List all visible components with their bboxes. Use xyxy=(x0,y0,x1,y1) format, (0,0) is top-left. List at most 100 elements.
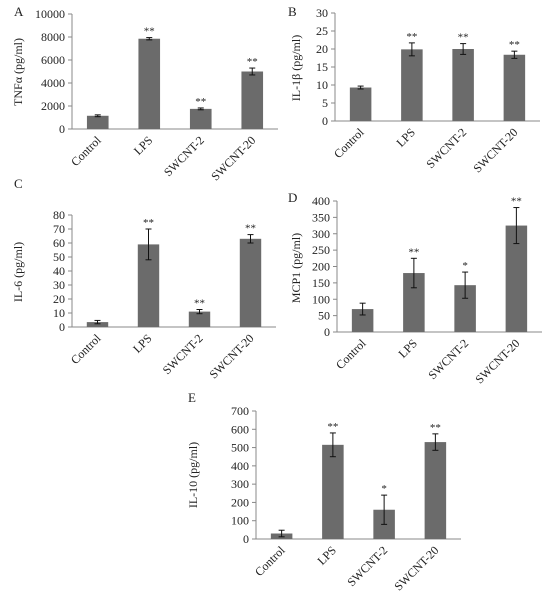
bar-lps xyxy=(137,244,160,327)
y-tick-label: 60 xyxy=(53,236,65,250)
panel-letter: B xyxy=(288,4,297,19)
significance-marker: ** xyxy=(430,422,441,434)
y-tick-label: 300 xyxy=(231,477,249,491)
y-axis-label: IL-1β (pg/ml) xyxy=(289,35,303,101)
bar-swcnt-20 xyxy=(239,238,262,327)
panel-letter: A xyxy=(14,4,24,19)
x-tick-label: Control xyxy=(68,331,104,367)
significance-marker: ** xyxy=(144,26,155,38)
bar-control xyxy=(349,87,372,121)
significance-marker: ** xyxy=(509,39,520,51)
chart-panel-a: A 0 2000 4000 6000 8000 10000 TNFα (pg/ml) Contr… xyxy=(11,4,278,183)
bar-swcnt-20 xyxy=(503,54,526,122)
x-tick-label: SWCNT-2 xyxy=(160,331,206,377)
bar-swcnt-20 xyxy=(505,225,528,332)
y-tick-label: 10000 xyxy=(35,7,65,21)
x-tick-label: SWCNT-20 xyxy=(472,336,522,386)
y-axis-label: TNFα (pg/ml) xyxy=(11,38,25,106)
significance-marker: ** xyxy=(247,56,258,68)
y-tick-label: 350 xyxy=(312,210,330,224)
significance-marker: * xyxy=(462,260,468,272)
y-tick-label: 80 xyxy=(53,208,65,222)
y-tick-label: 100 xyxy=(312,292,330,306)
significance-marker: ** xyxy=(511,196,522,208)
y-axis-label: MCP1 (pg/ml) xyxy=(289,233,303,303)
y-axis-label: IL-6 (pg/ml) xyxy=(11,242,25,302)
y-tick-label: 0 xyxy=(243,532,249,546)
bar-control xyxy=(351,309,374,332)
bar-swcnt-2 xyxy=(454,285,476,332)
x-tick-label: Control xyxy=(331,125,367,161)
y-tick-label: 600 xyxy=(231,422,249,436)
x-tick-label: Control xyxy=(252,543,288,579)
x-tick-label: SWCNT-2 xyxy=(425,336,471,382)
bar-lps xyxy=(403,273,425,332)
x-tick-label: LPS xyxy=(314,543,339,568)
significance-marker: * xyxy=(381,483,387,495)
y-tick-label: 700 xyxy=(231,404,249,418)
x-tick-label: LPS xyxy=(395,336,420,361)
bar-control xyxy=(86,322,109,327)
y-tick-label: 300 xyxy=(312,227,330,241)
x-tick-label: SWCNT-2 xyxy=(344,543,390,589)
y-tick-label: 100 xyxy=(231,514,249,528)
y-tick-label: 50 xyxy=(53,250,65,264)
y-tick-label: 20 xyxy=(316,42,328,56)
significance-marker: ** xyxy=(406,31,417,43)
significance-marker: ** xyxy=(245,223,256,235)
x-tick-label: LPS xyxy=(393,125,418,150)
x-tick-label: Control xyxy=(333,336,369,372)
bar-swcnt-20 xyxy=(424,442,447,539)
bar-swcnt-2 xyxy=(188,311,211,327)
bar-lps xyxy=(401,49,423,121)
panel-letter: D xyxy=(288,190,297,205)
y-tick-label: 6000 xyxy=(41,53,65,67)
chart-panel-b: B 0 5 10 15 20 25 30 IL-1β (pg/ml) Control ** LPS **… xyxy=(288,4,540,175)
panel-letter: E xyxy=(188,390,196,405)
y-tick-label: 0 xyxy=(59,122,65,136)
y-tick-label: 40 xyxy=(53,264,65,278)
significance-marker: ** xyxy=(195,96,206,108)
bar-swcnt-20 xyxy=(241,71,264,129)
y-tick-label: 5 xyxy=(322,96,328,110)
x-tick-label: SWCNT-2 xyxy=(161,133,207,179)
significance-marker: ** xyxy=(458,32,469,44)
y-tick-label: 10 xyxy=(316,78,328,92)
y-tick-label: 400 xyxy=(312,194,330,208)
chart-panel-d: D 0 50 100 150 200 250 300 350 400 MCP1 (pg/ml) Con… xyxy=(288,190,542,386)
y-tick-label: 0 xyxy=(59,320,65,334)
y-tick-label: 30 xyxy=(316,6,328,20)
y-tick-label: 150 xyxy=(312,276,330,290)
y-tick-label: 10 xyxy=(53,306,65,320)
significance-marker: ** xyxy=(143,217,154,229)
x-tick-label: LPS xyxy=(130,331,155,356)
y-tick-label: 4000 xyxy=(41,76,65,90)
x-tick-label: SWCNT-2 xyxy=(423,125,469,171)
x-tick-label: SWCNT-20 xyxy=(391,543,441,593)
y-tick-label: 50 xyxy=(318,309,330,323)
y-tick-label: 200 xyxy=(231,495,249,509)
chart-panel-e: E 0 100 200 300 400 500 600 700 IL-10 (pg/ml) Cont… xyxy=(186,390,461,593)
x-tick-label: Control xyxy=(68,133,104,169)
x-tick-label: SWCNT-20 xyxy=(206,331,256,381)
y-tick-label: 0 xyxy=(324,325,330,339)
x-tick-label: SWCNT-20 xyxy=(208,133,258,183)
bar-control xyxy=(86,115,109,129)
y-axis-label: IL-10 (pg/ml) xyxy=(186,442,200,508)
panel-letter: C xyxy=(14,176,23,191)
y-tick-label: 20 xyxy=(53,292,65,306)
x-tick-label: SWCNT-20 xyxy=(470,125,520,175)
y-tick-label: 250 xyxy=(312,243,330,257)
bar-lps xyxy=(138,38,161,129)
y-tick-label: 0 xyxy=(322,114,328,128)
significance-marker: ** xyxy=(408,246,419,258)
y-tick-label: 400 xyxy=(231,459,249,473)
bar-lps xyxy=(322,444,344,539)
significance-marker: ** xyxy=(327,421,338,433)
y-tick-label: 8000 xyxy=(41,30,65,44)
y-tick-label: 2000 xyxy=(41,99,65,113)
y-tick-label: 70 xyxy=(53,222,65,236)
y-tick-label: 30 xyxy=(53,278,65,292)
